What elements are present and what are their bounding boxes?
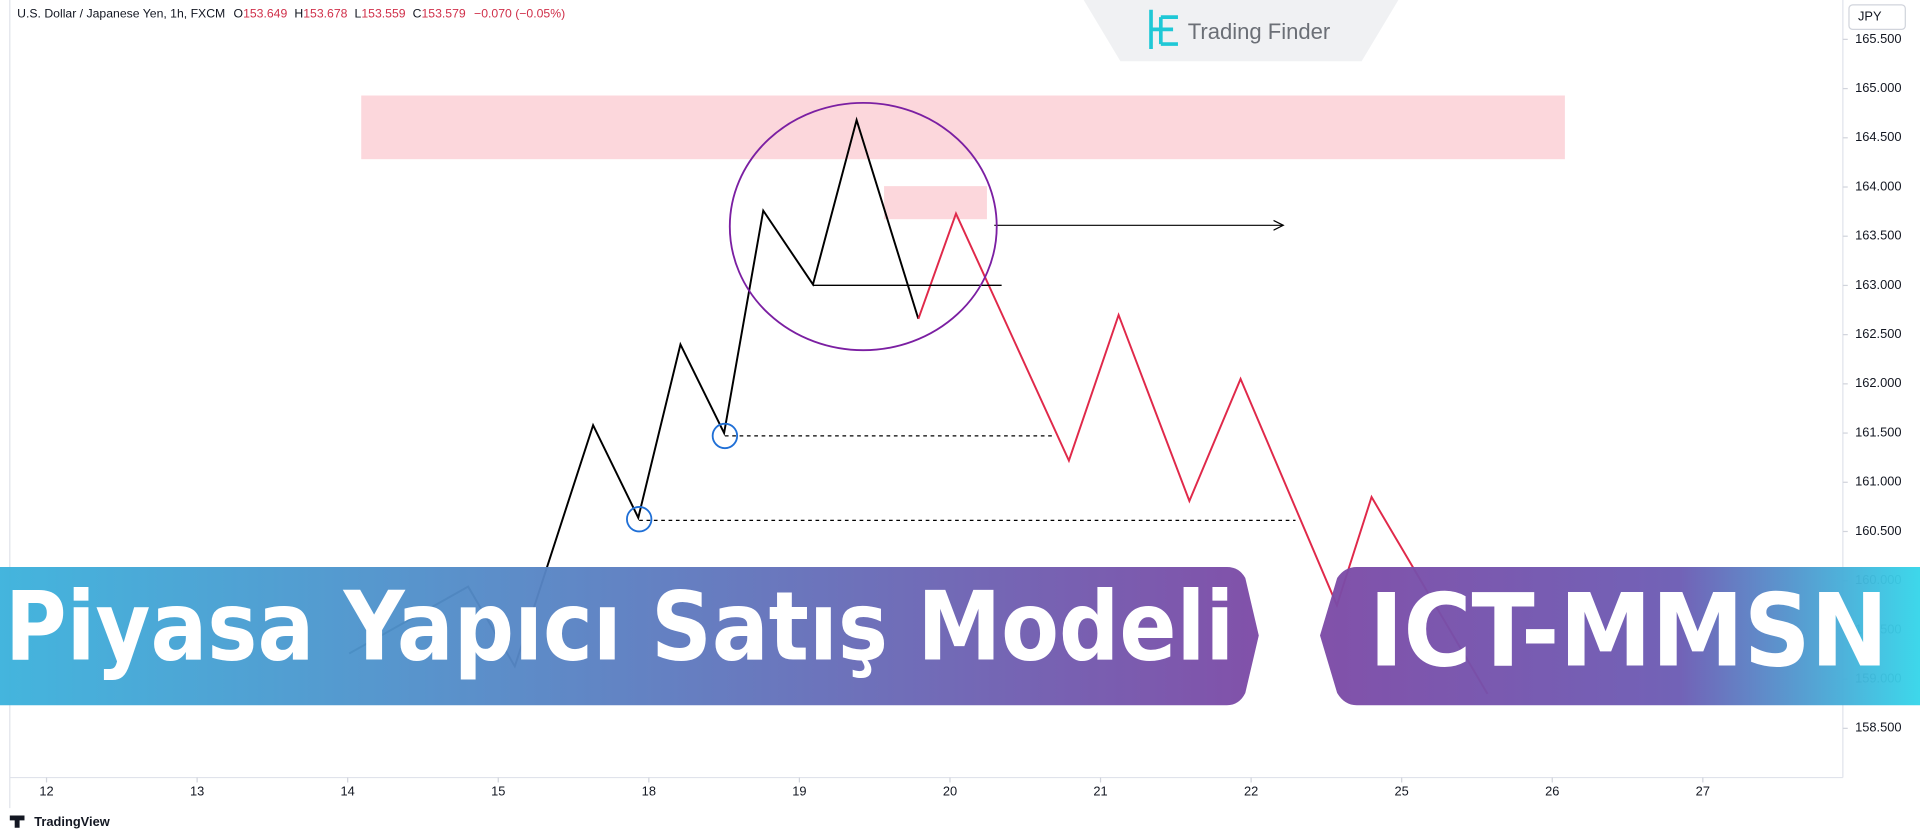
order-block — [884, 186, 987, 220]
banner — [0, 566, 1920, 706]
y-tick-label: 162.000 — [1855, 375, 1901, 390]
footer-text: TradingView — [34, 814, 110, 829]
x-tick-label: 19 — [792, 784, 806, 799]
y-tick-label: 161.500 — [1855, 424, 1901, 439]
y-tick-label: 165.500 — [1855, 31, 1901, 46]
x-tick-label: 12 — [39, 784, 53, 799]
ohlc-label: H — [294, 7, 303, 21]
smt-ellipse — [728, 101, 998, 352]
x-tick-label: 22 — [1244, 784, 1258, 799]
x-tick-label: 14 — [341, 784, 355, 799]
y-tick-label: 163.500 — [1855, 228, 1901, 243]
footer-icon — [9, 815, 25, 828]
x-tick-label: 21 — [1093, 784, 1107, 799]
chart-header: U.S. Dollar / Japanese Yen, 1h, FXCM O15… — [17, 7, 565, 21]
y-tick-label: 161.000 — [1855, 474, 1901, 489]
x-tick-label: 27 — [1696, 784, 1710, 799]
x-tick-label: 15 — [491, 784, 505, 799]
symbol: U.S. Dollar / Japanese Yen, 1h, FXCM — [17, 7, 225, 21]
x-tick-label: 13 — [190, 784, 204, 799]
logo-icon — [1149, 9, 1178, 49]
x-tick-label: 25 — [1395, 784, 1409, 799]
ohlc-value: 153.678 — [303, 7, 347, 21]
ohlc-value: 153.579 — [422, 7, 466, 21]
x-tick-label: 26 — [1545, 784, 1559, 799]
y-tick-label: 162.500 — [1855, 326, 1901, 341]
ohlc-value: 153.649 — [243, 7, 287, 21]
low-marker — [626, 506, 653, 533]
banner-left — [0, 566, 1259, 706]
price-line — [917, 210, 1489, 695]
y-tick-label: 158.500 — [1855, 720, 1901, 735]
ohlc-label: C — [413, 7, 422, 21]
y-tick-label: 164.000 — [1855, 178, 1901, 193]
y-tick-label: 160.500 — [1855, 523, 1901, 538]
supply-zone — [361, 95, 1565, 160]
ohlc-label: L — [355, 7, 362, 21]
banner-code: ICT-MMSN — [1369, 572, 1888, 689]
x-tick-label: 20 — [943, 784, 957, 799]
y-tick-label: 163.000 — [1855, 277, 1901, 292]
y-tick-label: 164.500 — [1855, 129, 1901, 144]
currency-label: JPY — [1858, 9, 1882, 24]
change: −0.070 (−0.05%) — [474, 7, 565, 21]
currency-badge — [1848, 4, 1906, 30]
y-tick-label: 165.000 — [1855, 80, 1901, 95]
banner-title: Piyasa Yapıcı Satış Modeli — [5, 570, 1234, 682]
low-marker — [711, 422, 739, 450]
ohlc-label: O — [234, 7, 244, 21]
ohlc-value: 153.559 — [361, 7, 405, 21]
logo-text: Trading Finder — [1188, 19, 1330, 44]
x-tick-label: 18 — [642, 784, 656, 799]
banner-right — [1320, 566, 1920, 706]
